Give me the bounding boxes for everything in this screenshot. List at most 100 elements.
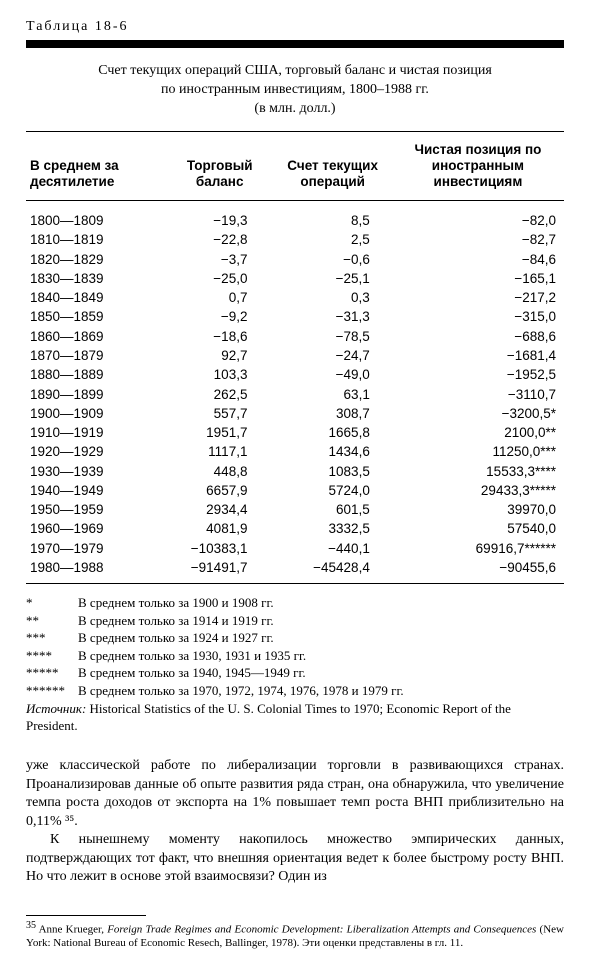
cell-net: −84,6 [392,250,564,269]
cell-net: −3110,7 [392,385,564,404]
cell-period: 1800—1809 [26,211,166,230]
table-body: 1800—1809−19,38,5−82,01810—1819−22,82,5−… [26,201,564,578]
table-row: 1920—19291117,11434,611250,0*** [26,442,564,461]
cell-period: 1840—1849 [26,288,166,307]
footnote-mark: **** [26,647,78,665]
table-row: 1810—1819−22,82,5−82,7 [26,230,564,249]
endnote-author: Anne Krueger, [36,923,107,935]
table-row: 1850—1859−9,2−31,3−315,0 [26,307,564,326]
table-row: 1880—1889103,3−49,0−1952,5 [26,365,564,384]
cell-trade: 557,7 [166,404,274,423]
title-line-2: по иностранным инвестициям, 1800–1988 гг… [161,82,429,97]
footnote-text: В среднем только за 1940, 1945—1949 гг. [78,664,564,682]
thick-rule [26,40,564,48]
cell-period: 1970—1979 [26,539,166,558]
cell-net: −217,2 [392,288,564,307]
cell-period: 1830—1839 [26,269,166,288]
cell-net: −165,1 [392,269,564,288]
cell-period: 1850—1859 [26,307,166,326]
table-head: В среднем за десятилетие Торговый баланс… [26,132,564,201]
cell-net: 11250,0*** [392,442,564,461]
table-row: 1820—1829−3,7−0,6−84,6 [26,250,564,269]
source-line: Источник: Historical Statistics of the U… [26,701,564,735]
cell-period: 1930—1939 [26,462,166,481]
table-row: 1910—19191951,71665,82100,0** [26,423,564,442]
cell-current: 8,5 [273,211,391,230]
footnote-text: В среднем только за 1970, 1972, 1974, 19… [78,682,564,700]
endnote: 35 Anne Krueger, Foreign Trade Regimes a… [26,920,564,951]
footnote-text: В среднем только за 1914 и 1919 гг. [78,612,564,630]
cell-net: −1681,4 [392,346,564,365]
cell-current: −78,5 [273,327,391,346]
cell-net: −3200,5* [392,404,564,423]
cell-period: 1890—1899 [26,385,166,404]
cell-net: −90455,6 [392,558,564,577]
cell-trade: −10383,1 [166,539,274,558]
cell-net: 39970,0 [392,500,564,519]
cell-current: −0,6 [273,250,391,269]
footnote-mark: * [26,594,78,612]
cell-period: 1860—1869 [26,327,166,346]
cell-current: −25,1 [273,269,391,288]
cell-current: −49,0 [273,365,391,384]
cell-net: −688,6 [392,327,564,346]
footnote-mark: *** [26,629,78,647]
cell-current: 308,7 [273,404,391,423]
cell-current: 3332,5 [273,519,391,538]
cell-trade: 1117,1 [166,442,274,461]
cell-trade: 0,7 [166,288,274,307]
footnote-row: **В среднем только за 1914 и 1919 гг. [26,612,564,630]
cell-net: 2100,0** [392,423,564,442]
cell-current: −45428,4 [273,558,391,577]
footnote-text: В среднем только за 1924 и 1927 гг. [78,629,564,647]
cell-period: 1910—1919 [26,423,166,442]
footnote-row: ***В среднем только за 1924 и 1927 гг. [26,629,564,647]
footnote-row: ****В среднем только за 1930, 1931 и 193… [26,647,564,665]
footnotes-block: *В среднем только за 1900 и 1908 гг.**В … [26,594,564,699]
cell-period: 1980—1988 [26,558,166,577]
cell-net: 69916,7****** [392,539,564,558]
cell-trade: −19,3 [166,211,274,230]
data-table: В среднем за десятилетие Торговый баланс… [26,132,564,578]
cell-current: 1665,8 [273,423,391,442]
cell-trade: 1951,7 [166,423,274,442]
cell-period: 1960—1969 [26,519,166,538]
table-row: 1970—1979−10383,1−440,169916,7****** [26,539,564,558]
cell-period: 1820—1829 [26,250,166,269]
table-title: Счет текущих операций США, торговый бала… [30,62,560,119]
cell-net: −1952,5 [392,365,564,384]
cell-current: 0,3 [273,288,391,307]
cell-trade: 4081,9 [166,519,274,538]
table-row: 1960—19694081,93332,557540,0 [26,519,564,538]
header-trade: Торговый баланс [166,132,274,201]
rule-below-table [26,583,564,584]
cell-current: 1083,5 [273,462,391,481]
cell-trade: 103,3 [166,365,274,384]
paragraph-2: К нынешнему моменту накопилось множество… [26,831,564,886]
table-row: 1980—1988−91491,7−45428,4−90455,6 [26,558,564,577]
cell-net: −82,0 [392,211,564,230]
footnote-row: *****В среднем только за 1940, 1945—1949… [26,664,564,682]
cell-net: −82,7 [392,230,564,249]
cell-current: 63,1 [273,385,391,404]
cell-net: −315,0 [392,307,564,326]
cell-net: 57540,0 [392,519,564,538]
cell-trade: 262,5 [166,385,274,404]
cell-period: 1940—1949 [26,481,166,500]
cell-trade: −22,8 [166,230,274,249]
paragraph-1: уже классической работе по либерализации… [26,757,564,831]
table-row: 1900—1909557,7308,7−3200,5* [26,404,564,423]
cell-net: 29433,3***** [392,481,564,500]
cell-current: 5724,0 [273,481,391,500]
table-row: 1940—19496657,95724,029433,3***** [26,481,564,500]
footnote-text: В среднем только за 1930, 1931 и 1935 гг… [78,647,564,665]
cell-trade: −91491,7 [166,558,274,577]
cell-trade: −9,2 [166,307,274,326]
header-net: Чистая позиция по иностранным инвестиция… [392,132,564,201]
cell-trade: 448,8 [166,462,274,481]
cell-trade: −25,0 [166,269,274,288]
cell-trade: −18,6 [166,327,274,346]
footnote-mark: ***** [26,664,78,682]
cell-period: 1870—1879 [26,346,166,365]
table-row: 1840—18490,70,3−217,2 [26,288,564,307]
